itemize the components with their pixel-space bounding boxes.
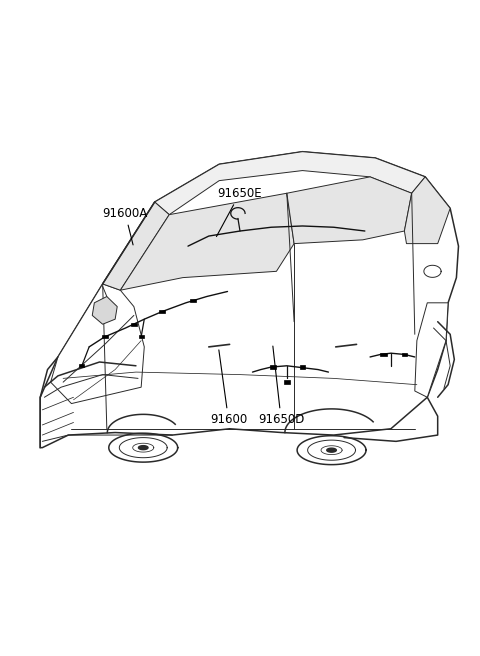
Text: 91600: 91600 <box>210 350 247 426</box>
Bar <box>284 380 290 384</box>
Bar <box>190 298 196 302</box>
Bar <box>159 310 165 314</box>
Bar <box>80 364 84 367</box>
Polygon shape <box>120 194 294 290</box>
Bar <box>381 352 387 356</box>
Text: 91650E: 91650E <box>216 186 262 237</box>
Bar <box>102 335 108 338</box>
Bar <box>300 365 305 369</box>
Polygon shape <box>155 152 425 215</box>
Bar <box>131 323 137 326</box>
Polygon shape <box>50 284 144 403</box>
Text: 91600A: 91600A <box>103 207 148 245</box>
Polygon shape <box>415 303 448 398</box>
Bar <box>402 352 407 356</box>
Polygon shape <box>103 202 169 290</box>
Polygon shape <box>92 297 117 324</box>
Polygon shape <box>40 152 458 447</box>
Bar <box>270 365 276 369</box>
Bar <box>139 335 144 338</box>
Polygon shape <box>138 445 148 449</box>
Polygon shape <box>287 177 412 243</box>
Polygon shape <box>404 177 450 243</box>
Text: 91650D: 91650D <box>258 346 304 426</box>
Polygon shape <box>327 448 336 452</box>
